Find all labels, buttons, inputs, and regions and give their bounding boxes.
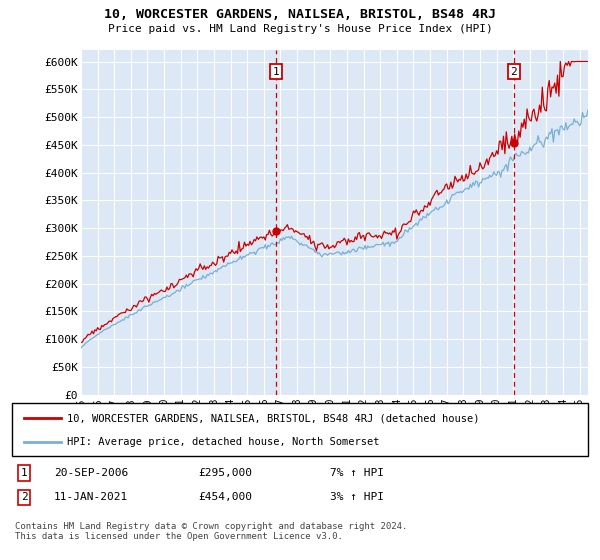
Text: 1: 1: [272, 67, 279, 77]
Text: 7% ↑ HPI: 7% ↑ HPI: [330, 468, 384, 478]
FancyBboxPatch shape: [12, 403, 588, 456]
Text: HPI: Average price, detached house, North Somerset: HPI: Average price, detached house, Nort…: [67, 436, 379, 446]
Text: 10, WORCESTER GARDENS, NAILSEA, BRISTOL, BS48 4RJ: 10, WORCESTER GARDENS, NAILSEA, BRISTOL,…: [104, 8, 496, 21]
Text: Contains HM Land Registry data © Crown copyright and database right 2024.
This d: Contains HM Land Registry data © Crown c…: [15, 522, 407, 542]
Text: 20-SEP-2006: 20-SEP-2006: [54, 468, 128, 478]
Text: £295,000: £295,000: [198, 468, 252, 478]
Text: 2: 2: [511, 67, 517, 77]
Text: 1: 1: [20, 468, 28, 478]
Text: 3% ↑ HPI: 3% ↑ HPI: [330, 492, 384, 502]
Text: 2: 2: [20, 492, 28, 502]
Text: 11-JAN-2021: 11-JAN-2021: [54, 492, 128, 502]
Text: £454,000: £454,000: [198, 492, 252, 502]
Text: 10, WORCESTER GARDENS, NAILSEA, BRISTOL, BS48 4RJ (detached house): 10, WORCESTER GARDENS, NAILSEA, BRISTOL,…: [67, 413, 479, 423]
Text: Price paid vs. HM Land Registry's House Price Index (HPI): Price paid vs. HM Land Registry's House …: [107, 24, 493, 34]
